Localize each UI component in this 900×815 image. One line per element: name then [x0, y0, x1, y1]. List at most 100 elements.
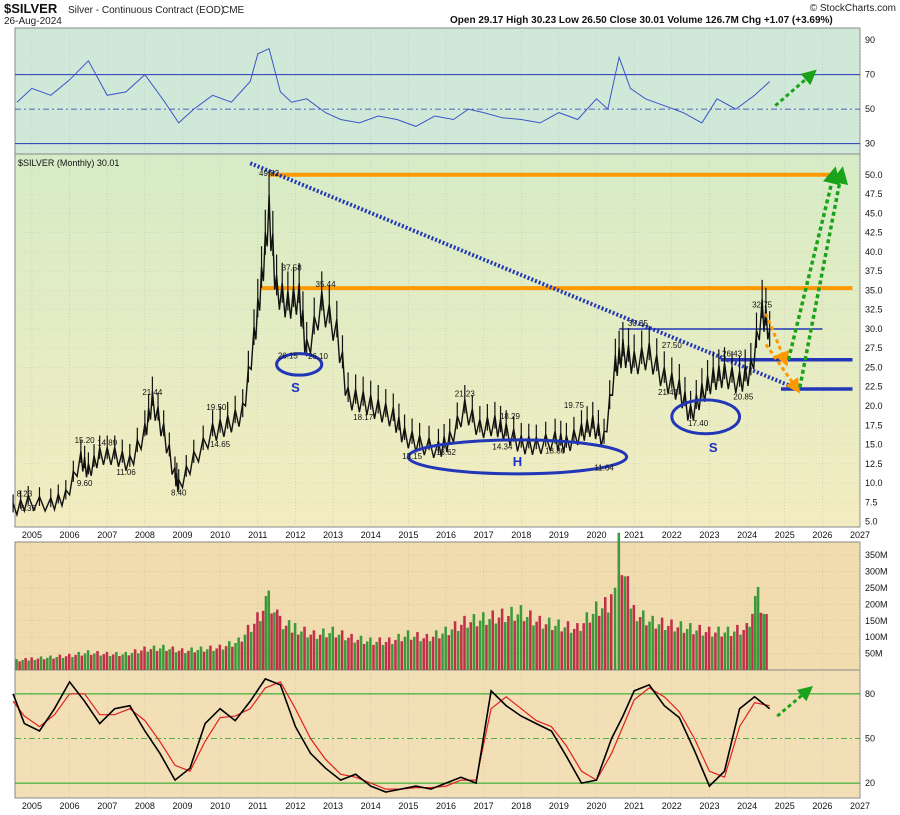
- volume-bar: [303, 626, 306, 670]
- volume-bar: [193, 652, 197, 670]
- x-tick-label: 2007: [97, 530, 117, 540]
- volume-bar: [162, 644, 165, 670]
- volume-bar: [212, 650, 215, 670]
- volume-bar: [334, 637, 338, 670]
- volume-bar: [146, 651, 149, 670]
- volume-bar: [507, 615, 510, 670]
- volume-bar: [36, 658, 40, 670]
- volume-bar: [306, 637, 309, 670]
- x-tick-label-bottom: 2021: [624, 801, 644, 811]
- price-y-tick: 25.0: [865, 362, 883, 372]
- volume-bar: [133, 649, 137, 670]
- volume-bar: [419, 641, 422, 670]
- volume-bar: [99, 655, 102, 670]
- x-tick-label: 2010: [210, 530, 230, 540]
- volume-bar: [381, 644, 385, 670]
- price-point-label: 21.44: [142, 388, 163, 397]
- volume-bar: [108, 656, 112, 670]
- price-point-label: 19.75: [564, 401, 585, 410]
- price-point-label: 21.41: [658, 388, 679, 397]
- chart-symbol: $SILVER: [4, 1, 58, 16]
- volume-bar: [732, 631, 736, 670]
- volume-bar: [168, 649, 171, 670]
- x-tick-label-bottom: 2018: [511, 801, 531, 811]
- volume-bar: [296, 634, 300, 670]
- volume-bar: [249, 631, 253, 670]
- volume-bar: [261, 610, 265, 670]
- volume-bar: [256, 612, 259, 670]
- x-tick-label: 2005: [22, 530, 42, 540]
- volume-bar: [152, 645, 156, 670]
- volume-bar: [318, 634, 322, 670]
- volume-bar: [196, 649, 200, 670]
- price-point-label: 37.58: [282, 264, 303, 273]
- x-tick-label: 2026: [812, 530, 832, 540]
- volume-bar: [676, 627, 680, 670]
- volume-bar: [127, 655, 131, 670]
- x-tick-label: 2023: [699, 530, 719, 540]
- volume-bar: [209, 645, 212, 670]
- price-point-label: 14.89: [97, 438, 118, 447]
- volume-bar: [337, 634, 341, 670]
- volume-bar: [64, 656, 68, 670]
- volume-bar: [726, 626, 730, 670]
- volume-bar: [736, 624, 739, 670]
- volume-bar: [30, 657, 33, 670]
- volume-bar: [27, 660, 30, 670]
- volume-bar: [46, 657, 49, 670]
- price-y-tick: 22.5: [865, 382, 883, 392]
- volume-bar: [525, 616, 529, 670]
- volume-bar: [80, 655, 84, 670]
- x-tick-label-bottom: 2008: [135, 801, 155, 811]
- x-tick-label: 2012: [285, 530, 305, 540]
- volume-bar: [682, 632, 686, 670]
- price-point-label: 26.10: [308, 352, 329, 361]
- x-tick-label: 2017: [474, 530, 494, 540]
- volume-bar: [121, 654, 124, 670]
- x-tick-label-bottom: 2019: [549, 801, 569, 811]
- volume-bar: [491, 610, 494, 670]
- volume-bar: [613, 587, 617, 670]
- x-tick-label: 2008: [135, 530, 155, 540]
- volume-bar: [353, 642, 356, 670]
- pattern-label: H: [513, 454, 522, 469]
- volume-bar: [579, 630, 582, 670]
- x-tick-label-bottom: 2009: [172, 801, 192, 811]
- volume-bar: [118, 656, 121, 670]
- volume-bar: [273, 612, 276, 670]
- stochastic-y-tick: 50: [865, 733, 875, 743]
- volume-bar: [322, 628, 325, 670]
- price-point-label: 11.06: [116, 468, 136, 477]
- volume-bar: [431, 636, 435, 670]
- volume-bar: [469, 622, 473, 670]
- price-y-tick: 47.5: [865, 189, 883, 199]
- price-y-tick: 30.0: [865, 324, 883, 334]
- volume-bar: [246, 624, 250, 670]
- x-tick-label-bottom: 2025: [775, 801, 795, 811]
- volume-bar: [68, 653, 71, 670]
- volume-bar: [102, 654, 106, 670]
- volume-bar: [742, 629, 745, 670]
- axis-layer: 2005 2005 2006 2006 2007 2007 2008 2008 2009 2009…: [22, 35, 888, 811]
- price-point-label: 13.86: [545, 446, 566, 455]
- x-tick-label: 2013: [323, 530, 343, 540]
- volume-bar: [500, 608, 504, 670]
- volume-bar: [39, 656, 43, 670]
- rsi-projection-arrow: [774, 69, 817, 107]
- volume-bar: [184, 653, 187, 670]
- orange-projection-arrow: [764, 343, 801, 394]
- volume-bar: [15, 659, 18, 670]
- volume-bar: [300, 631, 303, 670]
- volume-bar: [267, 590, 271, 670]
- pattern-ellipse: [275, 352, 324, 377]
- rsi-layer: [15, 47, 860, 145]
- volume-bar: [739, 634, 742, 670]
- stochastic-y-tick: 80: [865, 689, 875, 699]
- volume-bar: [284, 625, 288, 670]
- chart-description: Silver - Continuous Contract (EOD): [68, 5, 224, 16]
- price-point-label: 26.43: [722, 349, 743, 358]
- x-tick-label-bottom: 2005: [22, 801, 42, 811]
- price-y-tick: 40.0: [865, 247, 883, 257]
- chart-date: 26-Aug-2024: [4, 16, 62, 27]
- price-point-label: 49.82: [259, 169, 280, 178]
